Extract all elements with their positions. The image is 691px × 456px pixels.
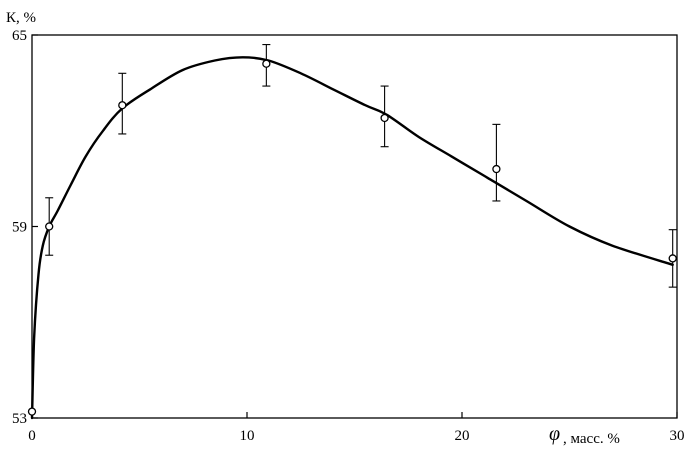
data-point [45,222,54,231]
fitted-curve [30,56,674,420]
y-tick-label: 65 [12,28,27,44]
y-axis-title: К, % [6,10,36,26]
y-tick-label: 59 [12,220,27,236]
axis-ticks [31,34,678,419]
data-point [492,164,501,174]
x-tick-label: 0 [28,428,36,444]
x-axis-title-symbol: φ [549,423,560,445]
plot-frame [31,34,678,419]
y-tick-label: 53 [12,411,27,427]
data-point [118,101,127,110]
x-tick-label: 10 [240,428,255,444]
error-bar [492,123,501,202]
x-axis-title: φ , масс. % [549,423,620,447]
x-tick-label: 20 [455,428,470,444]
data-point [668,254,677,263]
data-point [262,59,271,68]
x-tick-label: 30 [670,428,685,444]
data-point [380,113,389,123]
data-points [27,59,677,416]
axis-tick-labels: 0 10 20 30 53 59 65 [12,28,685,444]
error-bars [45,44,677,288]
data-point [27,407,37,416]
x-axis-title-text: , масс. % [563,431,620,447]
